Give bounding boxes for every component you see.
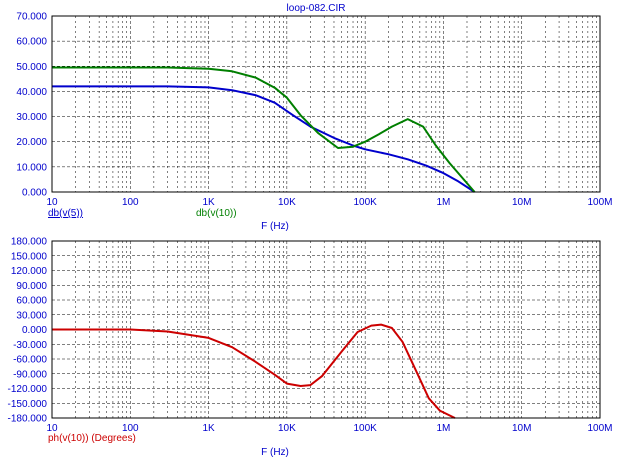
top-panel: 70.000 60.000 50.000 40.000 30.000 20.000 10.0… xyxy=(16,12,612,233)
top-x-tick-label: 10M xyxy=(512,197,531,208)
bottom-series-lines xyxy=(52,323,456,419)
bottom-plot-frame xyxy=(51,240,601,419)
bottom-x-tick-label: 1M xyxy=(436,423,450,434)
bottom-x-tick-label: 100K xyxy=(353,423,377,434)
bottom-legend-ph-v10: ph(v(10)) (Degrees) xyxy=(48,433,136,444)
bottom-x-tick-label: 100 xyxy=(122,423,139,434)
bottom-x-tick-label: 100M xyxy=(587,423,612,434)
bottom-x-tick-label: 10M xyxy=(512,423,531,434)
top-x-tick-label: 1M xyxy=(436,197,450,208)
bottom-y-tick-label: 60.000 xyxy=(16,296,47,307)
bottom-x-tick-label: 1K xyxy=(202,423,215,434)
bottom-x-tick-label: 10K xyxy=(278,423,296,434)
bottom-y-tick-label: -30.000 xyxy=(13,340,47,351)
top-y-tick-labels: 70.000 60.000 50.000 40.000 30.000 20.000 10.0… xyxy=(16,12,47,199)
top-x-axis-label: F (Hz) xyxy=(261,221,289,232)
bottom-y-tick-label: 30.000 xyxy=(16,310,47,321)
top-series-line-0 xyxy=(52,85,476,193)
bottom-y-tick-label: -90.000 xyxy=(13,369,47,380)
top-y-tick-label: 50.000 xyxy=(16,62,47,73)
bottom-y-tick-label: -180.000 xyxy=(8,414,48,425)
top-x-tick-label: 100 xyxy=(122,197,139,208)
bottom-y-tick-label: -60.000 xyxy=(13,355,47,366)
chart-title: loop-082.CIR xyxy=(287,3,346,14)
top-y-tick-label: 40.000 xyxy=(16,87,47,98)
top-x-tick-labels: 10 100 1K 10K 100K 1M 10M 100M xyxy=(46,197,612,208)
bottom-panel: 180.000 150.000 120.000 90.000 60.000 30.000 0… xyxy=(8,237,613,459)
top-legend-db-v10: db(v(10)) xyxy=(196,208,237,219)
bottom-y-tick-label: 0.000 xyxy=(22,325,47,336)
top-series-line-1 xyxy=(52,66,476,193)
top-x-tick-label: 1K xyxy=(202,197,215,208)
top-y-tick-label: 0.000 xyxy=(22,188,47,199)
top-x-tick-label: 100K xyxy=(353,197,377,208)
bottom-y-tick-label: 120.000 xyxy=(11,266,48,277)
top-grid xyxy=(52,16,600,192)
bottom-x-axis-label: F (Hz) xyxy=(261,447,289,458)
bottom-grid xyxy=(52,241,600,418)
top-y-tick-label: 70.000 xyxy=(16,12,47,23)
bottom-y-tick-labels: 180.000 150.000 120.000 90.000 60.000 30.000 0… xyxy=(8,237,48,425)
top-y-tick-label: 10.000 xyxy=(16,162,47,173)
top-x-tick-label: 100M xyxy=(587,197,612,208)
bottom-y-tick-label: 90.000 xyxy=(16,281,47,292)
top-y-tick-label: 60.000 xyxy=(16,37,47,48)
bottom-y-tick-label: -150.000 xyxy=(8,399,48,410)
bottom-x-tick-label: 10 xyxy=(46,423,58,434)
bottom-y-tick-label: -120.000 xyxy=(8,384,48,395)
top-legend-db-v5: db(v(5)) xyxy=(48,208,83,219)
top-y-tick-label: 20.000 xyxy=(16,137,47,148)
top-series-lines xyxy=(52,66,476,193)
bottom-x-tick-labels: 10 100 1K 10K 100K 1M 10M 100M xyxy=(46,423,612,434)
top-x-tick-label: 10K xyxy=(278,197,296,208)
top-x-tick-label: 10 xyxy=(46,197,58,208)
bottom-series-line-0 xyxy=(52,323,456,419)
top-plot-frame xyxy=(51,15,601,193)
bottom-y-tick-label: 180.000 xyxy=(11,237,48,248)
bottom-y-tick-label: 150.000 xyxy=(11,251,48,262)
top-y-tick-label: 30.000 xyxy=(16,112,47,123)
